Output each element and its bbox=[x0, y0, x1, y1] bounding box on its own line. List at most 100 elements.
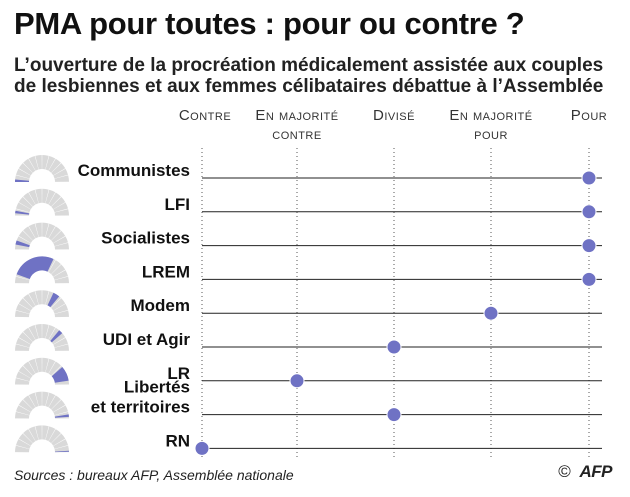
hemicycle-group-share bbox=[51, 366, 69, 383]
position-dot bbox=[581, 271, 597, 287]
hemicycle-segment bbox=[54, 445, 69, 453]
position-dot bbox=[289, 373, 305, 389]
hemicycle-segment bbox=[54, 276, 69, 284]
hemicycle-segment bbox=[15, 371, 31, 382]
hemicycle-icon bbox=[15, 324, 69, 351]
hemicycle-segment bbox=[51, 399, 66, 412]
hemicycle-segment bbox=[48, 192, 61, 207]
hemicycle-segment bbox=[42, 391, 49, 407]
subtitle-line-1: L’ouverture de la procréation médicaleme… bbox=[14, 55, 604, 76]
hemicycle-segment bbox=[18, 365, 33, 379]
hemicycle-segment bbox=[48, 327, 61, 342]
hemicycle-segment bbox=[35, 324, 42, 339]
position-dot bbox=[581, 170, 597, 186]
group-label: RN bbox=[165, 431, 190, 450]
hemicycle-group-share bbox=[15, 179, 30, 182]
hemicycle-segment bbox=[18, 163, 33, 176]
afp-logo: AFP bbox=[579, 462, 613, 481]
hemicycle-icon bbox=[15, 256, 69, 284]
hemicycle-segment bbox=[23, 395, 36, 410]
hemicycle-segment bbox=[18, 399, 33, 412]
hemicycle-segment bbox=[53, 303, 69, 314]
position-dot bbox=[483, 305, 499, 321]
hemicycle-segment bbox=[53, 236, 69, 247]
subtitle-line-2: de lesbiennes et aux femmes célibataires… bbox=[14, 76, 604, 97]
hemicycle-segment bbox=[42, 155, 49, 170]
column-header-line: Contre bbox=[178, 107, 232, 124]
position-dot bbox=[386, 407, 402, 423]
hemicycle-segment bbox=[51, 264, 66, 277]
hemicycle-group-share bbox=[47, 292, 60, 308]
column-header-divise: Divisé bbox=[373, 106, 415, 125]
hemicycle-segment bbox=[35, 155, 42, 170]
group-label: LR bbox=[167, 364, 190, 383]
hemicycle-segment bbox=[15, 445, 30, 453]
hemicycle-segment bbox=[53, 202, 69, 213]
hemicycle-segment bbox=[28, 291, 39, 306]
subtitle: L’ouverture de la procréation médicaleme… bbox=[14, 55, 624, 97]
hemicycle-segment bbox=[51, 433, 66, 446]
hemicycle-segment bbox=[15, 411, 30, 419]
hemicycle-segment bbox=[42, 425, 49, 440]
column-header-line: En majorité bbox=[255, 107, 339, 124]
hemicycle-segment bbox=[28, 189, 39, 205]
hemicycle-segment bbox=[48, 361, 61, 376]
hemicycle-segment bbox=[35, 290, 42, 305]
group-label: LFI bbox=[165, 195, 191, 214]
source-note: Sources : bureaux AFP, Assemblée nationa… bbox=[14, 467, 294, 483]
hemicycle-segment bbox=[45, 189, 56, 205]
hemicycle-group-share bbox=[54, 450, 69, 453]
hemicycle-icon bbox=[15, 222, 69, 250]
column-header-line: En majorité bbox=[449, 107, 533, 124]
hemicycle-segment bbox=[45, 392, 56, 408]
hemicycle-segment bbox=[45, 358, 56, 374]
hemicycle-segment bbox=[48, 158, 61, 173]
hemicycle-group-share bbox=[15, 240, 30, 248]
hemicycle-segment bbox=[42, 222, 49, 238]
hemicycle-icon bbox=[15, 155, 69, 182]
hemicycle-group-share bbox=[15, 210, 30, 215]
group-label: LREM bbox=[142, 262, 190, 281]
hemicycle-segment bbox=[53, 270, 69, 280]
column-header-majorite-pour: En majorité pour bbox=[449, 106, 532, 144]
column-header-line: Divisé bbox=[373, 107, 415, 124]
hemicycle-segment bbox=[23, 158, 36, 173]
hemicycle-segment bbox=[53, 439, 69, 449]
hemicycle-segment bbox=[48, 226, 61, 241]
hemicycle-segment bbox=[18, 230, 33, 243]
hemicycle-segment bbox=[18, 332, 33, 345]
hemicycle-segment bbox=[28, 426, 39, 442]
hemicycle-segment bbox=[15, 236, 31, 247]
hemicycle-segment bbox=[23, 327, 36, 342]
position-dot bbox=[386, 339, 402, 355]
column-header-majorite-contre: En majorité contre bbox=[255, 106, 338, 144]
hemicycle-segment bbox=[15, 344, 30, 351]
hemicycle-segment bbox=[45, 155, 56, 171]
position-dot bbox=[581, 238, 597, 254]
hemicycle-segment bbox=[45, 426, 56, 442]
hemicycle-segment bbox=[53, 405, 69, 416]
hemicycle-icon bbox=[15, 357, 69, 385]
hemicycle-segment bbox=[15, 405, 31, 416]
hemicycle-segment bbox=[48, 395, 61, 410]
hemicycle-group-share bbox=[54, 414, 69, 418]
hemicycle-segment bbox=[42, 290, 49, 305]
credit: © AFP bbox=[558, 462, 612, 482]
hemicycle-segment bbox=[35, 425, 42, 440]
hemicycle-segment bbox=[35, 222, 42, 238]
hemicycle-segment bbox=[18, 298, 33, 311]
hemicycle-segment bbox=[48, 429, 61, 444]
group-label: Communistes bbox=[78, 161, 190, 180]
hemicycle-segment bbox=[35, 188, 42, 204]
hemicycle-segment bbox=[54, 242, 69, 250]
group-label: Modem bbox=[131, 296, 191, 315]
hemicycle-segment bbox=[15, 439, 31, 449]
hemicycle-segment bbox=[23, 361, 36, 376]
hemicycle-segment bbox=[15, 303, 31, 314]
hemicycle-segment bbox=[15, 168, 31, 179]
hemicycle-segment bbox=[45, 223, 56, 239]
hemicycle-segment bbox=[28, 324, 39, 340]
hemicycle-icon bbox=[15, 425, 69, 453]
hemicycle-segment bbox=[45, 324, 56, 340]
